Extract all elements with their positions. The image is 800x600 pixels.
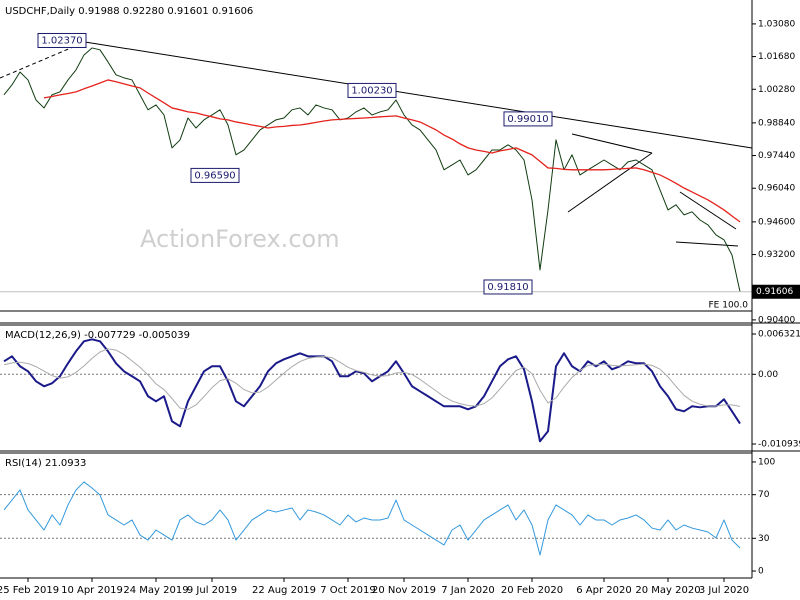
y-tick-label: 30 xyxy=(758,534,770,544)
y-tick-label: 0.94600 xyxy=(758,217,795,227)
fe-label: FE 100.0 xyxy=(709,301,749,311)
annotation-box xyxy=(190,167,240,183)
y-tick-label: 1.00280 xyxy=(758,85,795,95)
rsi-header: RSI(14) 21.0933 xyxy=(5,458,86,469)
x-tick-label: 22 Aug 2019 xyxy=(252,585,316,596)
x-tick-label: 7 Jan 2020 xyxy=(441,585,495,596)
annotation-box xyxy=(483,279,533,295)
x-tick-label: 24 May 2019 xyxy=(123,585,188,596)
x-tick-label: 10 Apr 2019 xyxy=(61,585,123,596)
x-tick-label: 25 Feb 2019 xyxy=(0,585,59,596)
x-tick-label: 20 May 2020 xyxy=(635,585,700,596)
marks: 1.03080 1.01680 1.00280 0.98840 0.97440 0.960… xyxy=(0,19,800,596)
trendline xyxy=(571,133,653,154)
trendline xyxy=(0,41,86,79)
x-tick-label: 6 Apr 2020 xyxy=(576,585,631,596)
close: 0.91606 xyxy=(212,6,253,17)
trendline xyxy=(84,41,753,149)
annotation-box xyxy=(503,111,553,127)
y-tick-label: 0.93200 xyxy=(758,250,795,260)
x-tick-label: 3 Jul 2020 xyxy=(699,585,749,596)
symbol: USDCHF,Daily xyxy=(5,6,75,17)
x-tick-label: 9 Jul 2019 xyxy=(187,585,237,596)
y-tick-label: 70 xyxy=(758,490,770,500)
last-price-box xyxy=(752,284,800,299)
annotation-box xyxy=(37,32,87,48)
y-tick-label: 1.03080 xyxy=(758,19,795,29)
annotation-label: 0.91810 xyxy=(487,282,528,293)
watermark: ActionForex.com xyxy=(140,225,340,253)
y-tick-label: -0.010939 xyxy=(758,440,800,450)
series-line xyxy=(3,47,741,292)
y-tick-label: 0.98840 xyxy=(758,118,795,128)
high: 0.92280 xyxy=(123,6,164,17)
series-line xyxy=(3,348,741,410)
y-tick-label: 0 xyxy=(758,567,764,577)
header: USDCHF,Daily 0.91988 0.92280 0.91601 0.9… xyxy=(5,6,253,17)
y-tick-label: 0.96040 xyxy=(758,184,795,194)
y-tick-label: 0.90400 xyxy=(758,315,795,325)
y-tick-label: 0.006321 xyxy=(758,330,800,340)
macd-title: MACD(12,26,9) xyxy=(5,330,81,341)
trendline xyxy=(567,152,653,213)
series-line xyxy=(43,79,741,223)
annotation-label: 0.99010 xyxy=(507,114,548,125)
macd-header: MACD(12,26,9) -0.007729 -0.005039 xyxy=(5,330,190,341)
low: 0.91601 xyxy=(167,6,208,17)
annotation-box xyxy=(347,82,397,98)
x-tick-label: 20 Nov 2019 xyxy=(372,585,436,596)
series-line xyxy=(3,338,741,443)
y-tick-label: 0.97440 xyxy=(758,151,795,161)
x-tick-label: 7 Oct 2019 xyxy=(320,585,375,596)
signal-value: -0.005039 xyxy=(139,330,190,341)
rsi-title: RSI(14) xyxy=(5,458,42,469)
trendline xyxy=(679,191,737,230)
last-price-label: 0.91606 xyxy=(756,287,793,297)
series-line xyxy=(3,481,741,556)
y-tick-label: 0.00 xyxy=(758,370,778,380)
annotation-label: 0.96590 xyxy=(194,170,235,181)
trendline xyxy=(675,241,739,247)
y-tick-label: 1.01680 xyxy=(758,52,795,62)
x-tick-label: 20 Feb 2020 xyxy=(501,585,563,596)
annotation-label: 1.00230 xyxy=(351,85,392,96)
macd-value: -0.007729 xyxy=(84,330,135,341)
rsi-value: 21.0933 xyxy=(45,458,86,469)
open: 0.91988 xyxy=(78,6,119,17)
annotation-label: 1.02370 xyxy=(41,35,82,46)
y-tick-label: 100 xyxy=(758,457,775,467)
